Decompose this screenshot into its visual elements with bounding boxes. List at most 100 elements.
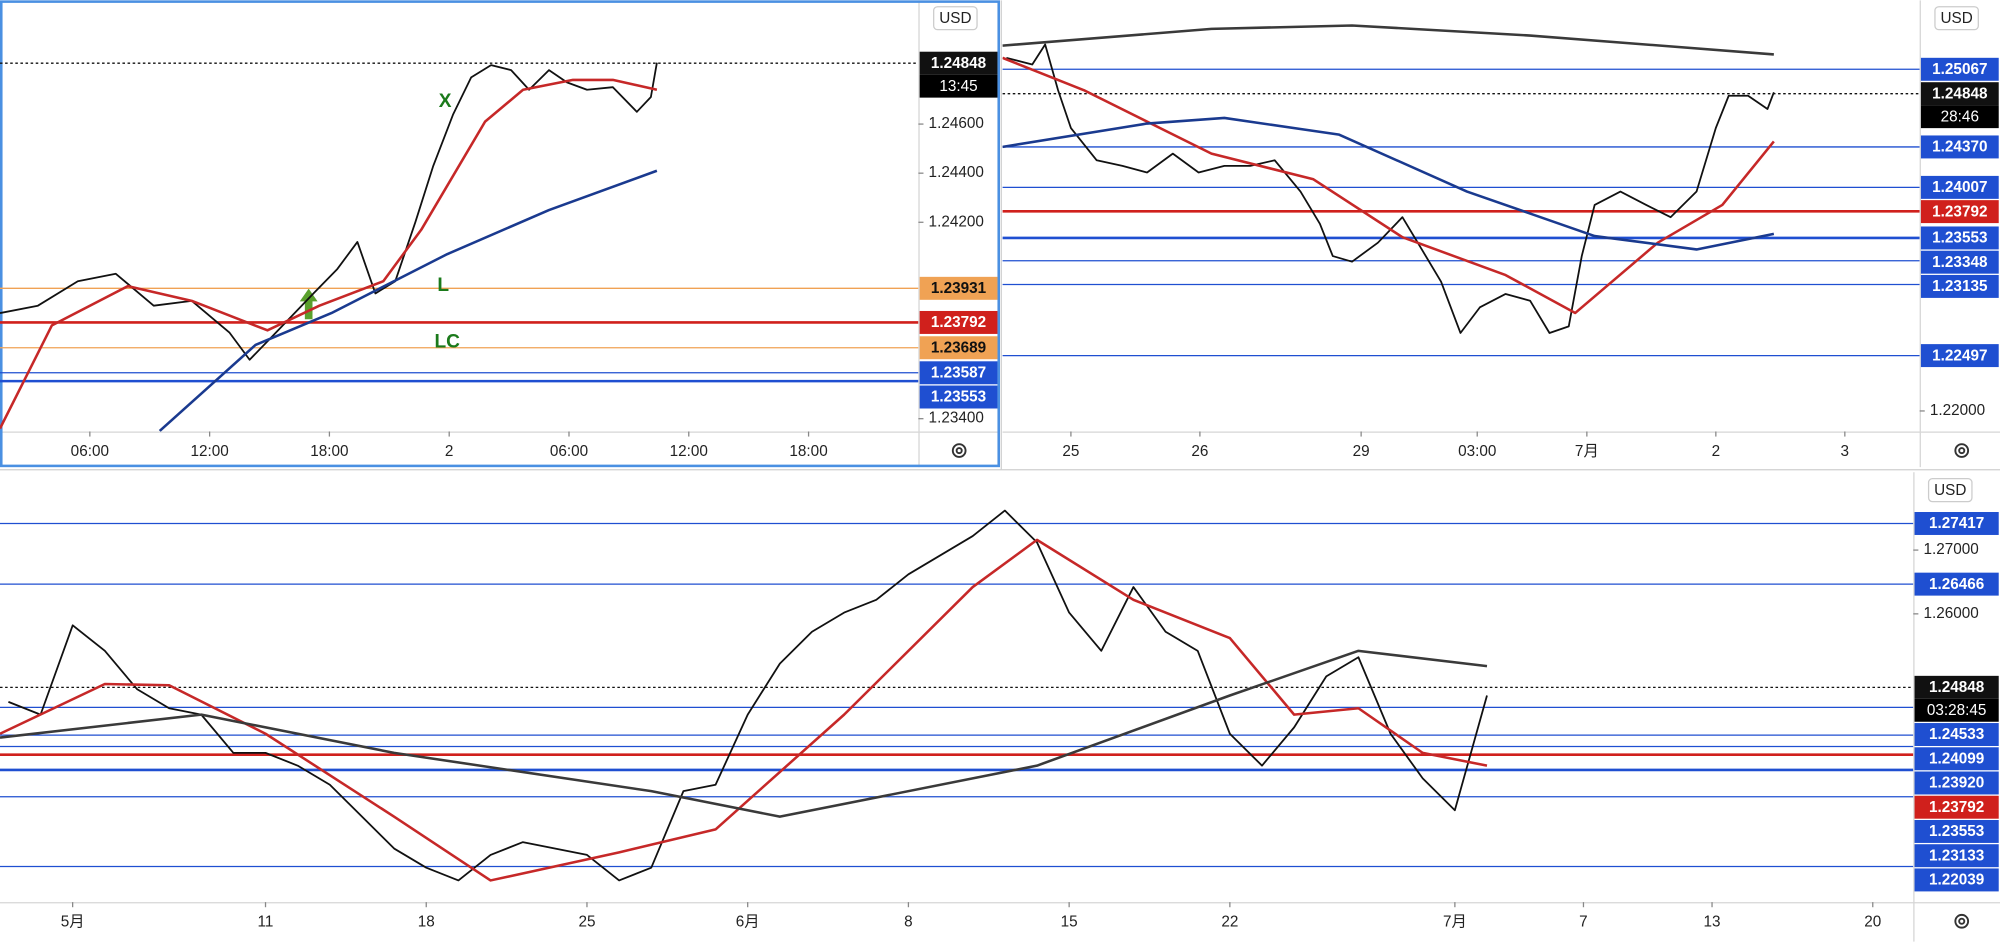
price-label: 1.24533 — [1929, 726, 1984, 743]
price-label: 1.22039 — [1929, 872, 1984, 889]
price-label: 1.24007 — [1932, 179, 1987, 196]
price-label-box — [1914, 868, 1999, 892]
price-label-box — [1920, 344, 1999, 368]
x-tick-label: 06:00 — [550, 443, 588, 460]
price-label-box — [1914, 819, 1999, 843]
x-tick-label: 26 — [1191, 443, 1208, 460]
price-label-box — [919, 51, 998, 75]
price-label-box — [1920, 175, 1999, 199]
x-tick-label: 12:00 — [670, 443, 708, 460]
moving-average — [0, 538, 1488, 882]
x-tick-label: 3 — [1841, 443, 1850, 460]
price-label-box — [1920, 250, 1999, 274]
price-label-box — [1914, 795, 1999, 819]
price-label: 1.24848 — [1929, 679, 1985, 696]
currency: USD — [939, 10, 971, 27]
price-label-box — [1920, 135, 1999, 159]
price-label: 1.23348 — [1932, 254, 1988, 271]
price-label-box — [1920, 200, 1999, 224]
price-label: 1.23553 — [1932, 230, 1987, 247]
y-tick-label: 1.22000 — [1930, 402, 1985, 419]
moving-average — [1002, 24, 1774, 56]
price-label-box — [919, 361, 998, 385]
currency: USD — [1940, 10, 1972, 27]
buy-arrow — [299, 288, 318, 320]
price-label-box — [1914, 572, 1999, 596]
x-tick-label: 13 — [1704, 914, 1721, 931]
countdown: 03:28:45 — [1927, 702, 1987, 719]
price-label-box — [1914, 747, 1999, 771]
active-panel-border — [0, 0, 1000, 468]
moving-average — [0, 78, 658, 430]
price-label: 1.23135 — [1932, 278, 1988, 295]
x-tick-label: 8 — [904, 914, 913, 931]
price-label: 1.24848 — [931, 55, 987, 72]
moving-average — [1002, 116, 1775, 251]
x-tick-label: 5月 — [61, 914, 85, 931]
settings-button[interactable] — [1954, 443, 1970, 458]
price-label-box — [1914, 675, 1999, 699]
plot-area — [1002, 24, 1920, 357]
price-label: 1.23689 — [931, 339, 986, 356]
x-tick-label: 18:00 — [310, 443, 348, 460]
x-tick-label: 22 — [1221, 914, 1238, 931]
x-tick-label: 06:00 — [71, 443, 109, 460]
x-tick-label: 6月 — [736, 914, 760, 931]
price-label: 1.24848 — [1932, 85, 1988, 102]
price-label: 1.23920 — [1929, 775, 1984, 792]
y-tick-label: 1.24600 — [929, 115, 984, 132]
x-tick-label: 18:00 — [789, 443, 827, 460]
price-label: 1.24370 — [1932, 139, 1987, 156]
countdown-box — [919, 74, 998, 98]
annotation: LC — [434, 332, 460, 353]
price-label: 1.27417 — [1929, 515, 1984, 532]
x-tick-label: 03:00 — [1458, 443, 1496, 460]
y-tick-label: 1.24200 — [929, 213, 984, 230]
y-tick-label: 1.23400 — [929, 410, 984, 427]
annotation: X — [439, 91, 452, 112]
x-tick-label: 2 — [445, 443, 454, 460]
settings-button[interactable] — [951, 443, 967, 458]
price-line — [1006, 43, 1775, 334]
x-tick-label: 29 — [1353, 443, 1370, 460]
price-label: 1.23931 — [931, 280, 987, 297]
x-tick-label: 7月 — [1575, 443, 1599, 460]
price-label-box — [1920, 274, 1999, 298]
countdown: 28:46 — [1941, 108, 1979, 125]
price-label: 1.23553 — [931, 389, 986, 406]
price-label-box — [1914, 723, 1999, 746]
price-label-box — [919, 336, 998, 360]
currency-box — [1934, 6, 1979, 31]
moving-average — [1002, 56, 1775, 315]
price-label: 1.23792 — [1929, 799, 1984, 816]
y-tick-label: 1.27000 — [1923, 541, 1978, 558]
x-tick-label: 2 — [1712, 443, 1721, 460]
price-label-box — [919, 276, 998, 300]
x-tick-label: 7月 — [1443, 914, 1467, 931]
price-label: 1.23553 — [1929, 823, 1984, 840]
price-label: 1.22497 — [1932, 347, 1987, 364]
price-label-box — [919, 385, 998, 409]
annotation: L — [437, 275, 449, 296]
price-label-box — [919, 310, 998, 334]
currency-box — [1927, 478, 1973, 503]
settings-button[interactable] — [1954, 913, 1970, 929]
plot-area — [0, 509, 1914, 882]
x-tick-label: 20 — [1864, 914, 1881, 931]
moving-average — [158, 169, 658, 432]
price-label-box — [1914, 771, 1999, 795]
price-label: 1.24099 — [1929, 750, 1984, 767]
price-label: 1.23587 — [931, 364, 986, 381]
price-label-box — [1920, 57, 1999, 81]
x-tick-label: 11 — [258, 914, 274, 931]
plot-area — [0, 62, 919, 432]
countdown: 13:45 — [939, 78, 977, 95]
x-tick-label: 15 — [1061, 914, 1078, 931]
x-tick-label: 18 — [418, 914, 435, 931]
countdown-box — [1920, 105, 1999, 129]
x-tick-label: 25 — [1062, 443, 1079, 460]
x-tick-label: 7 — [1579, 914, 1588, 931]
price-label: 1.23792 — [1932, 203, 1987, 220]
